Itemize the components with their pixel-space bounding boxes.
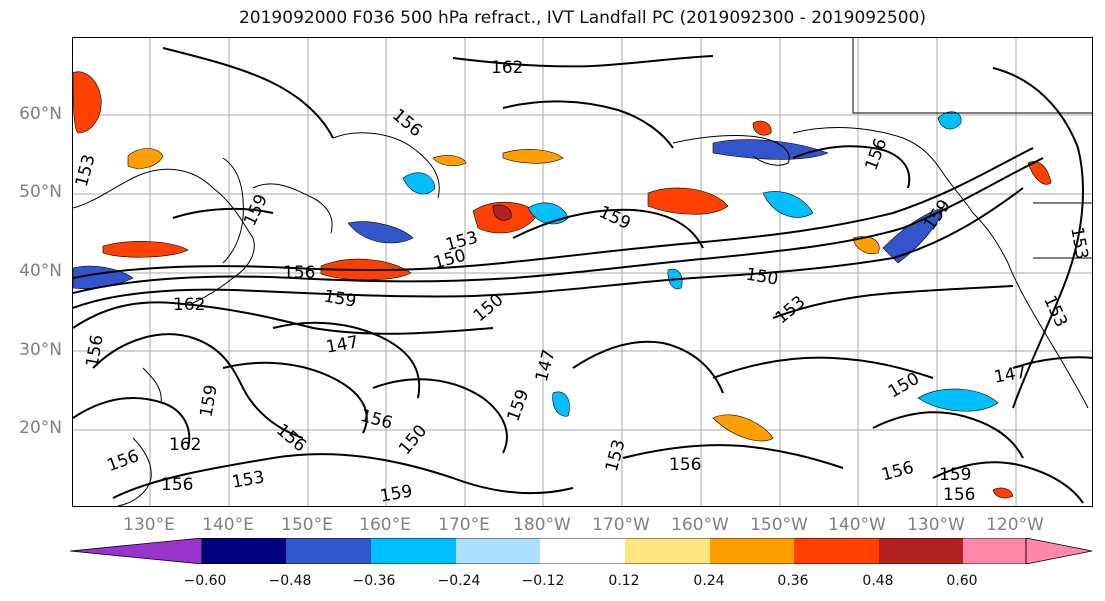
contour-label: 156 — [943, 485, 975, 505]
lat-label-20n: 20°N — [19, 418, 62, 438]
colorbar-tick-label: 0.60 — [946, 573, 978, 589]
colorbar-tick-label: −0.48 — [268, 573, 312, 589]
contour-label: 156 — [283, 263, 315, 283]
lon-label-140w: 140°W — [828, 515, 886, 535]
map-panel: 162 153 156 159 153 150 156 159 150 159 … — [72, 37, 1093, 507]
contour-label: 159 — [240, 191, 272, 229]
anomaly-patch-cool — [347, 221, 414, 244]
colorbar-bin — [794, 538, 879, 564]
anomaly-patch-cool — [552, 391, 570, 417]
contour-label: 147 — [532, 347, 560, 384]
contour-labels: 162 153 156 159 153 150 156 159 150 159 … — [73, 58, 1092, 506]
lon-label-180w: 180°W — [513, 515, 571, 535]
lon-label-130w: 130°W — [907, 515, 965, 535]
contour-label: 153 — [1066, 226, 1091, 261]
colorbar-bin — [625, 538, 710, 564]
colorbar-extend-high — [1025, 538, 1093, 564]
contour-label: 162 — [169, 435, 201, 455]
lon-label-120w: 120°W — [986, 515, 1044, 535]
anomaly-patch-warm — [502, 149, 564, 164]
colorbar-bin — [540, 538, 625, 564]
colorbar — [70, 538, 1093, 564]
contour-label: 153 — [231, 467, 266, 492]
contour-label: 150 — [395, 421, 431, 459]
graticule — [73, 38, 1092, 506]
contour-label: 156 — [388, 105, 426, 141]
colorbar-tick-label: 0.48 — [862, 573, 894, 589]
contour-label: 156 — [82, 333, 107, 368]
contour-label: 153 — [73, 152, 100, 189]
contour-label: 159 — [379, 481, 414, 506]
anomaly-patch-warm — [102, 241, 189, 258]
colorbar-tick-label: −0.60 — [183, 573, 227, 589]
lat-label-50n: 50°N — [19, 182, 62, 202]
lon-label-140e: 140°E — [202, 515, 254, 535]
anomaly-patch-cool — [402, 172, 436, 195]
contour-lines — [73, 47, 1092, 504]
anomaly-patch-warm — [712, 414, 774, 442]
anomaly-shading — [73, 71, 1052, 499]
colorbar-extend-low — [70, 538, 203, 564]
lon-label-160w: 160°W — [671, 515, 729, 535]
contour-label: 159 — [322, 286, 357, 311]
lat-label-40n: 40°N — [19, 261, 62, 281]
colorbar-tick-label: −0.24 — [437, 573, 481, 589]
contour-label: 156 — [861, 136, 891, 173]
contour-label: 162 — [173, 295, 205, 315]
lat-label-60n: 60°N — [19, 104, 62, 124]
colorbar-bin — [456, 538, 540, 564]
anomaly-patch-warm — [492, 204, 512, 221]
contour-label: 150 — [431, 246, 468, 274]
anomaly-patch-cool — [917, 388, 999, 412]
lon-label-170e: 170°E — [438, 515, 490, 535]
contour-label: 153 — [772, 292, 810, 328]
anomaly-patch-cool — [937, 111, 962, 130]
contour-label: 159 — [196, 383, 221, 418]
colorbar-tick-label: 0.36 — [777, 573, 809, 589]
colorbar-tick-label: 0.12 — [608, 573, 640, 589]
lon-label-130e: 130°E — [123, 515, 175, 535]
colorbar-bin — [371, 538, 456, 564]
colorbar-tick-label: 0.24 — [693, 573, 725, 589]
colorbar-bin — [202, 538, 286, 564]
lon-label-150w: 150°W — [750, 515, 808, 535]
map-canvas: 162 153 156 159 153 150 156 159 150 159 … — [73, 38, 1092, 506]
anomaly-patch-warm — [73, 71, 102, 134]
contour-label: 159 — [939, 465, 971, 485]
contour-label: 159 — [596, 202, 634, 234]
anomaly-patch-warm — [127, 148, 164, 169]
contour-label: 147 — [325, 332, 360, 357]
contour-label: 150 — [744, 264, 779, 289]
anomaly-patch-cool — [762, 191, 814, 218]
anomaly-patch-warm — [647, 187, 729, 215]
colorbar-tick-label: −0.36 — [352, 573, 396, 589]
contour-label: 153 — [1039, 293, 1071, 331]
contour-label: 159 — [503, 387, 533, 424]
contour-label: 156 — [669, 455, 701, 475]
anomaly-patch-cool — [527, 202, 569, 225]
colorbar-bin — [710, 538, 794, 564]
lat-label-30n: 30°N — [19, 340, 62, 360]
map-title: 2019092000 F036 500 hPa refract., IVT La… — [238, 8, 926, 28]
lon-label-160e: 160°E — [359, 515, 411, 535]
anomaly-patch-cool — [712, 139, 829, 160]
anomaly-patch-warm — [432, 155, 467, 167]
colorbar-bin — [963, 538, 1026, 564]
lon-label-170w: 170°W — [592, 515, 650, 535]
coastlines — [73, 38, 1092, 506]
anomaly-patch-cool — [73, 265, 134, 289]
colorbar-tick-label: −0.12 — [521, 573, 565, 589]
contour-label: 162 — [491, 58, 523, 78]
colorbar-bin — [879, 538, 963, 564]
contour-label: 156 — [161, 475, 193, 495]
colorbar-bin — [286, 538, 371, 564]
contour-label: 156 — [879, 458, 916, 486]
anomaly-patch-warm — [752, 120, 772, 136]
contour-label: 156 — [104, 446, 141, 476]
anomaly-patch-warm — [992, 487, 1014, 499]
contour-label: 153 — [602, 437, 630, 474]
lon-label-150e: 150°E — [281, 515, 333, 535]
